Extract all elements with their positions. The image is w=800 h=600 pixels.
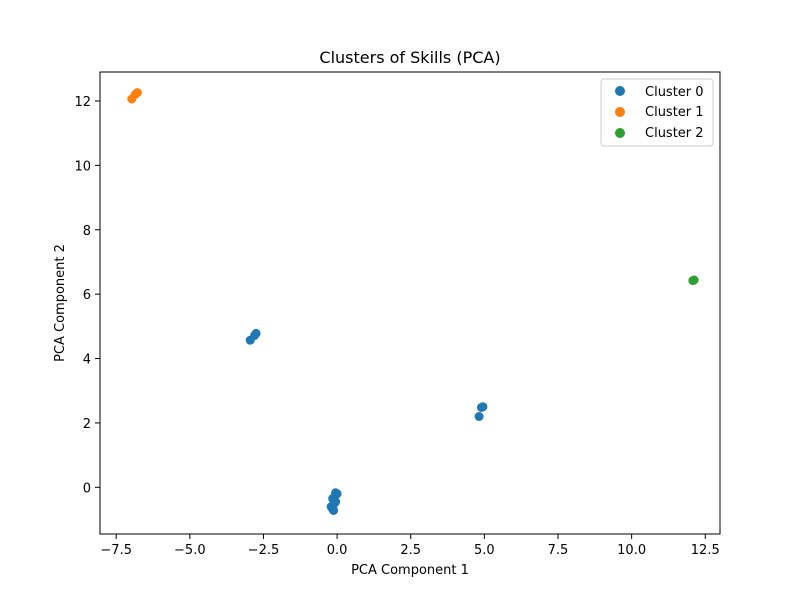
- chart-title: Clusters of Skills (PCA): [319, 48, 500, 67]
- data-point-cluster-0: [478, 402, 488, 412]
- x-tick-label: 5.0: [474, 543, 495, 558]
- y-tick-label: 2: [83, 417, 91, 432]
- y-tick-label: 8: [83, 224, 91, 239]
- y-axis: 0 2 4 6 8 10 12: [74, 95, 100, 496]
- x-tick-label: 7.5: [548, 543, 569, 558]
- legend: Cluster 0 Cluster 1 Cluster 2: [600, 78, 714, 147]
- y-tick-label: 0: [83, 481, 91, 496]
- data-point-cluster-2: [689, 275, 699, 285]
- y-tick-label: 10: [74, 159, 91, 174]
- x-tick-label: 12.5: [691, 543, 720, 558]
- data-point-cluster-1: [132, 88, 142, 98]
- y-tick-label: 4: [83, 353, 91, 368]
- x-axis: −7.5 −5.0 −2.5 0.0 2.5 5.0 7.5 10.0 12.5: [100, 534, 720, 558]
- x-tick-label: 2.5: [400, 543, 421, 558]
- data-point-cluster-0: [329, 506, 339, 515]
- y-tick-label: 6: [83, 288, 91, 303]
- points-layer: [127, 88, 699, 515]
- x-tick-label: −2.5: [248, 543, 280, 558]
- x-tick-label: 0.0: [327, 543, 348, 558]
- legend-label-cluster-2: Cluster 2: [645, 126, 704, 141]
- legend-label-cluster-0: Cluster 0: [645, 85, 704, 100]
- x-tick-label: −7.5: [100, 543, 132, 558]
- legend-marker-cluster-0: [615, 86, 625, 96]
- legend-label-cluster-1: Cluster 1: [645, 105, 704, 120]
- data-point-cluster-0: [251, 328, 261, 338]
- y-axis-label: PCA Component 2: [53, 244, 68, 362]
- x-tick-label: 10.0: [617, 543, 646, 558]
- y-tick-label: 12: [74, 95, 91, 110]
- x-axis-label: PCA Component 1: [351, 563, 469, 578]
- legend-marker-cluster-1: [615, 107, 625, 117]
- legend-box: [600, 78, 714, 147]
- plot-frame: [99, 71, 721, 535]
- data-point-cluster-0: [474, 412, 484, 421]
- legend-marker-cluster-2: [615, 128, 625, 138]
- x-tick-label: −5.0: [174, 543, 206, 558]
